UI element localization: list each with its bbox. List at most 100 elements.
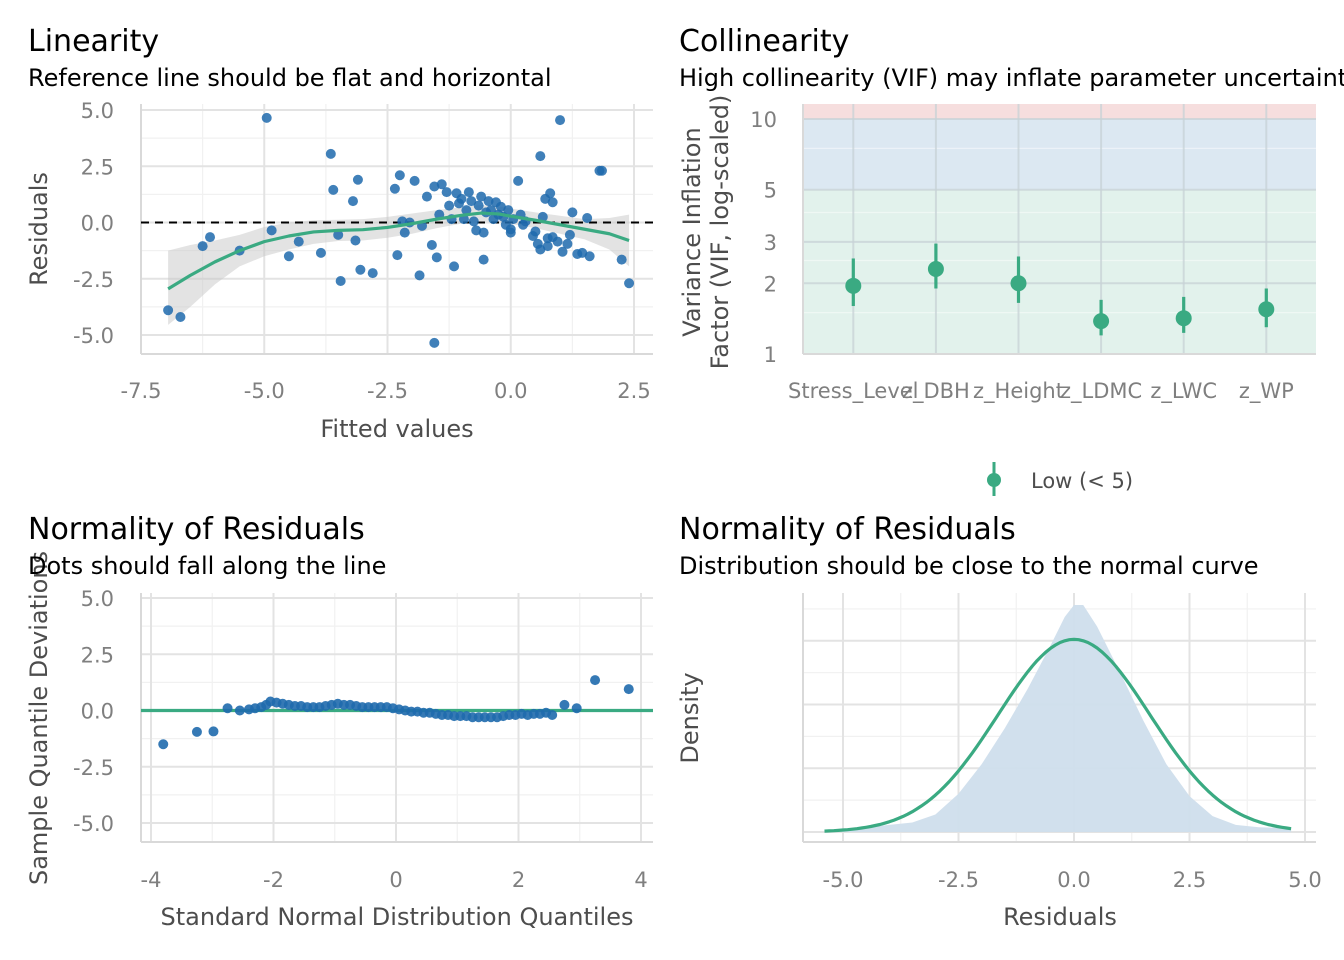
linearity-point — [557, 246, 568, 257]
linearity-point — [476, 191, 487, 202]
collinearity-legend: Low (< 5) — [987, 462, 1133, 496]
collinearity-x-tick-label: z_LWC — [1150, 379, 1217, 404]
density-x-tick-label: 0.0 — [1057, 868, 1090, 892]
linearity-point — [478, 254, 489, 265]
linearity-point — [564, 229, 575, 240]
qq-title: Normality of Residuals — [28, 512, 365, 547]
linearity-point — [441, 187, 452, 198]
linearity-point — [503, 205, 514, 216]
linearity-y-tick-label: 0.0 — [81, 212, 114, 236]
linearity-point — [429, 337, 440, 348]
qq-point — [590, 675, 601, 686]
collinearity-zone-band — [803, 119, 1316, 190]
legend-label: Low (< 5) — [1031, 469, 1133, 493]
linearity-point — [399, 227, 410, 238]
linearity-y-axis-label: Residuals — [25, 172, 53, 286]
collinearity-vif-points — [845, 260, 1275, 330]
linearity-point — [436, 179, 447, 190]
density-x-tick-label: -2.5 — [938, 868, 979, 892]
linearity-point — [367, 268, 378, 279]
qq-panel: Normality of Residuals -4 -2 0 2 4 -5.0 -2.5 0.… — [25, 512, 653, 931]
linearity-point — [350, 235, 361, 246]
collinearity-y-tick-label: 1 — [764, 343, 777, 367]
qq-points — [158, 675, 634, 750]
linearity-point — [394, 170, 405, 181]
collinearity-zone-band — [803, 104, 1316, 119]
linearity-point — [347, 196, 358, 207]
linearity-point — [456, 193, 467, 204]
collinearity-vif-zones — [803, 104, 1316, 354]
linearity-point — [335, 276, 346, 286]
collinearity-y-tick-label: 10 — [750, 108, 777, 132]
linearity-point — [584, 251, 595, 262]
linearity-point — [352, 174, 363, 185]
collinearity-y-tick-label: 3 — [764, 231, 777, 255]
linearity-point — [545, 188, 556, 199]
linearity-point — [414, 270, 425, 281]
qq-x-tick-label: 4 — [634, 868, 647, 892]
qq-point — [559, 699, 570, 710]
linearity-point — [463, 187, 474, 198]
density-x-tick-label: 5.0 — [1288, 868, 1321, 892]
linearity-point — [483, 196, 494, 207]
linearity-y-tick-label: 2.5 — [81, 155, 114, 179]
linearity-point — [261, 112, 272, 123]
linearity-point — [535, 151, 546, 162]
collinearity-y-axis-label-line2: Factor (VIF, log-scaled) — [706, 95, 734, 370]
linearity-confidence-band-area — [168, 204, 630, 325]
linearity-points — [163, 112, 635, 348]
linearity-point — [328, 184, 339, 195]
collinearity-x-tick-label: Stress_Level — [788, 379, 918, 404]
collinearity-vif-point — [1258, 301, 1275, 318]
qq-point — [191, 726, 202, 737]
linearity-point — [409, 175, 420, 186]
linearity-loess-line — [167, 211, 630, 291]
linearity-point — [552, 236, 563, 247]
collinearity-vif-point — [1093, 313, 1110, 330]
collinearity-vif-point — [845, 277, 862, 294]
linearity-point — [562, 238, 573, 249]
linearity-point — [461, 205, 472, 216]
linearity-point — [468, 216, 479, 227]
density-subtitle: Distribution should be close to the norm… — [679, 552, 1259, 580]
qq-point — [571, 703, 582, 714]
linearity-y-tick-label: 5.0 — [81, 99, 114, 123]
collinearity-subtitle: High collinearity (VIF) may inflate para… — [679, 64, 1344, 92]
collinearity-x-tick-label: z_DBH — [902, 379, 970, 404]
linearity-confidence-band — [168, 204, 630, 325]
density-tick-labels: -5.0 -2.5 0.0 2.5 5.0 — [823, 868, 1322, 892]
linearity-point — [355, 264, 366, 275]
collinearity-y-axis-label-line1: Variance Inflation — [678, 127, 706, 336]
linearity-x-tick-label: -7.5 — [121, 379, 162, 403]
qq-y-tick-label: -2.5 — [73, 756, 114, 780]
linearity-point — [624, 278, 635, 289]
qq-x-axis-label: Standard Normal Distribution Quantiles — [161, 903, 634, 931]
density-normal-curve — [824, 637, 1292, 833]
density-x-tick-label: 2.5 — [1173, 868, 1206, 892]
linearity-point — [547, 197, 558, 208]
linearity-x-tick-label: -2.5 — [367, 379, 408, 403]
qq-tick-labels: -4 -2 0 2 4 -5.0 -2.5 0.0 2.5 5.0 — [73, 587, 648, 892]
linearity-point — [421, 191, 432, 202]
qq-x-tick-label: 2 — [512, 868, 525, 892]
density-title: Normality of Residuals — [679, 512, 1016, 547]
linearity-panel: Linearity Reference line should be flat … — [25, 24, 653, 443]
density-panel: Normality of Residuals Distribution shou… — [676, 512, 1322, 931]
qq-y-tick-label: 5.0 — [81, 587, 114, 611]
linearity-point — [444, 200, 455, 211]
qq-point — [234, 705, 245, 716]
linearity-point — [266, 225, 277, 236]
collinearity-vif-point — [1175, 310, 1192, 327]
density-normal-curve-line — [824, 637, 1292, 833]
density-x-tick-label: -5.0 — [823, 868, 864, 892]
linearity-x-axis-label: Fitted values — [320, 415, 473, 443]
linearity-point — [542, 241, 553, 252]
linearity-point — [478, 227, 489, 238]
density-empirical-area — [824, 604, 1292, 832]
qq-point — [208, 726, 219, 737]
linearity-point — [163, 305, 174, 316]
linearity-point — [466, 196, 477, 207]
linearity-point — [293, 236, 304, 247]
